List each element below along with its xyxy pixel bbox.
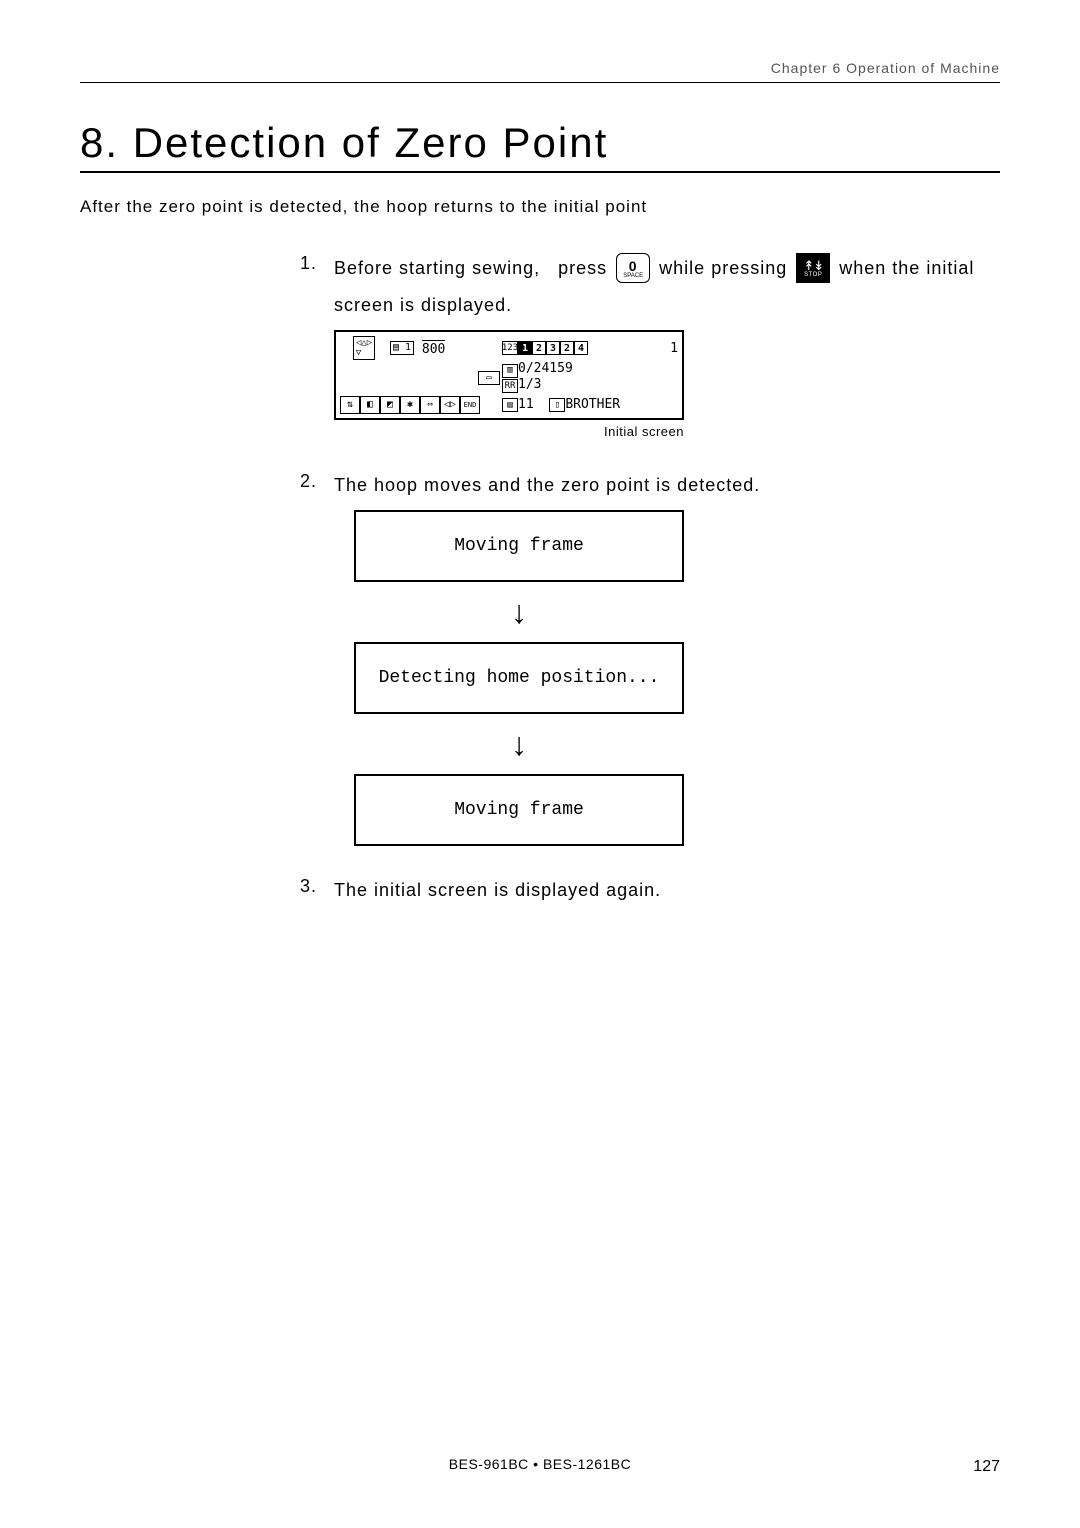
arrow-down-1-icon: ↓ [354, 596, 684, 628]
section-title: 8. Detection of Zero Point [80, 119, 1000, 167]
lcd-ico-6: ◁▷ [440, 396, 460, 414]
lcd-hoop-icon: ▭ [390, 362, 500, 393]
page-number: 127 [973, 1458, 1000, 1476]
lcd-ico-2: ◧ [360, 396, 380, 414]
step-1-t2 [546, 258, 558, 278]
step-3-text: The initial screen is displayed again. [334, 876, 661, 905]
footer-model: BES-961BC • BES-1261BC [0, 1456, 1080, 1472]
lcd-ico-7: END [460, 396, 480, 414]
lcd-ico-4: ✱ [400, 396, 420, 414]
step-1-t1: Before starting sewing, [334, 258, 540, 278]
step-3-num: 3. [300, 876, 334, 897]
lcd-caption: Initial screen [334, 424, 684, 439]
step-1-num: 1. [300, 253, 334, 274]
state-box-2: Detecting home position... [354, 642, 684, 714]
title-rule [80, 171, 1000, 173]
zero-key-sub: SPACE [623, 273, 643, 279]
arrow-down-2-icon: ↓ [354, 728, 684, 760]
step-1-text: Before starting sewing, press 0 SPACE wh… [334, 253, 974, 320]
zero-key-icon: 0 SPACE [616, 253, 650, 283]
state-box-1: Moving frame [354, 510, 684, 582]
intro-text: After the zero point is detected, the ho… [80, 197, 1000, 217]
lcd-ico-3: ◩ [380, 396, 400, 414]
step-2-num: 2. [300, 471, 334, 492]
step-1: 1. Before starting sewing, press 0 SPACE… [300, 253, 1000, 320]
lcd-ico-1: ⇅ [340, 396, 360, 414]
step-2-figure: Moving frame ↓ Detecting home position..… [334, 510, 1000, 846]
step-2-text: The hoop moves and the zero point is det… [334, 471, 760, 500]
step-1-line2: screen is displayed. [334, 291, 974, 320]
chapter-header: Chapter 6 Operation of Machine [80, 60, 1000, 83]
step-3: 3. The initial screen is displayed again… [300, 876, 1000, 905]
lcd-row2: ▥0/24159 RR1/3 [502, 362, 652, 393]
stop-key-icon: ↟↡ STOP [796, 253, 830, 283]
steps-content: 1. Before starting sewing, press 0 SPACE… [300, 253, 1000, 905]
lcd-icon-strip: ⇅ ◧ ◩ ✱ ⇔ ◁▷ END [340, 395, 500, 414]
lcd-row3: ▤11 ▯BROTHER [502, 395, 678, 414]
step-1-t3: while pressing [659, 258, 787, 278]
state-box-3: Moving frame [354, 774, 684, 846]
lcd-seq: 123 1 2 3 2 4 [502, 336, 652, 360]
zero-key-top: 0 [629, 259, 638, 273]
lcd-ico-5: ⇔ [420, 396, 440, 414]
lcd-nav-icon: ◁△▷▽ [340, 336, 388, 360]
lcd-right-top: 1 [654, 336, 678, 360]
lcd-screen: ◁△▷▽ ▤ 1 800 123 1 2 3 2 [334, 330, 684, 420]
lcd-wrap: ◁△▷▽ ▤ 1 800 123 1 2 3 2 [334, 330, 684, 439]
stop-glyph-icon: ↟↡ [803, 259, 823, 272]
step-1-t4: when the initial [839, 258, 974, 278]
stop-key-sub: STOP [804, 272, 822, 278]
step-1-figure: ◁△▷▽ ▤ 1 800 123 1 2 3 2 [334, 330, 1000, 441]
step-2: 2. The hoop moves and the zero point is … [300, 471, 1000, 500]
lcd-speed: ▤ 1 800 [390, 336, 500, 360]
